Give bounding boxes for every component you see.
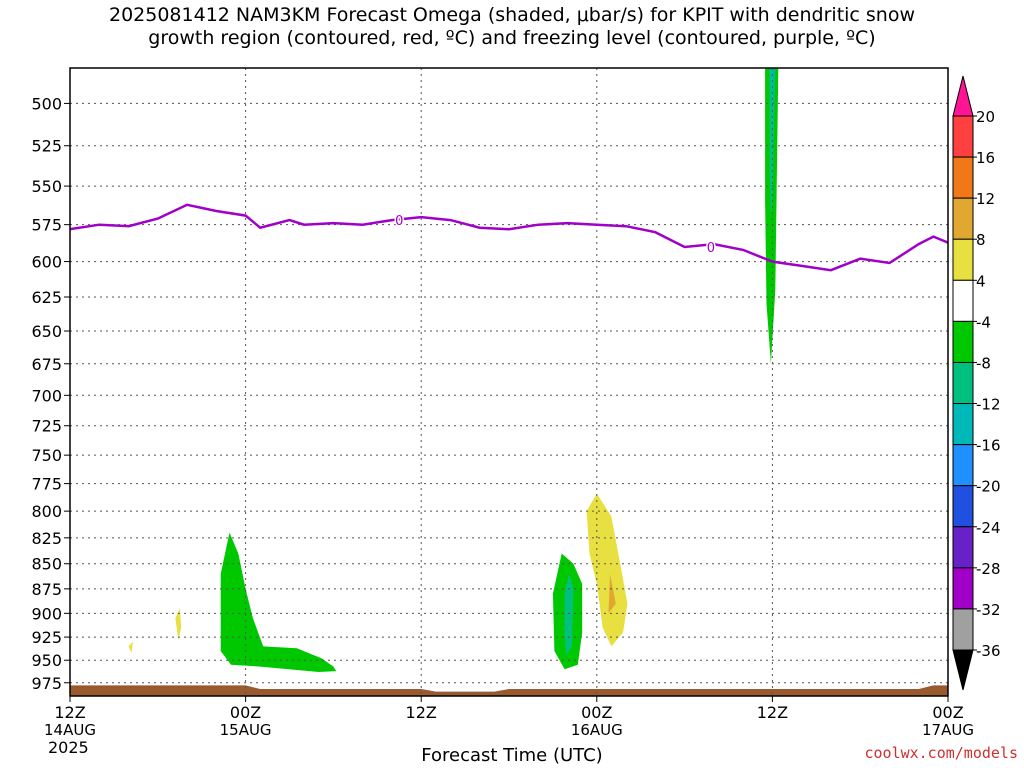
x-tick-label-60: 00Z	[932, 703, 963, 722]
colorbar-label-9: -20	[976, 478, 1001, 496]
y-tick-label-750: 750	[31, 446, 62, 465]
omega-region-5	[175, 608, 182, 640]
year-label: 2025	[48, 738, 89, 757]
y-tick-label-800: 800	[31, 502, 62, 521]
colorbar-label-10: -24	[976, 519, 1001, 537]
x-axis-label: Forecast Time (UTC)	[421, 745, 603, 766]
x-tick-sublabel-60: 17AUG	[922, 721, 974, 739]
omega-region-3	[586, 493, 628, 647]
y-tick-label-650: 650	[31, 322, 62, 341]
y-tick-label-525: 525	[31, 137, 62, 156]
y-tick-label-700: 700	[31, 386, 62, 405]
chart-title-line-1: 2025081412 NAM3KM Forecast Omega (shaded…	[108, 4, 916, 26]
y-tick-label-725: 725	[31, 417, 62, 436]
plot-area: 00	[70, 68, 948, 696]
colorbar-box-11	[952, 567, 974, 610]
colorbar-top-arrow	[952, 75, 974, 117]
colorbar-bottom-arrow	[952, 649, 974, 691]
omega-region-2	[564, 573, 574, 656]
x-tick-label-48: 12Z	[757, 703, 788, 722]
colorbar-label-2: 12	[976, 190, 995, 208]
colorbar-box-7	[952, 403, 974, 446]
omega-region-9	[770, 68, 774, 121]
colorbar-box-4	[952, 279, 974, 322]
y-tick-label-925: 925	[31, 628, 62, 647]
y-tick-label-500: 500	[31, 94, 62, 113]
colorbar-box-3	[952, 238, 974, 281]
colorbar-label-4: 4	[976, 272, 986, 290]
plot-clip-group: 00	[70, 68, 948, 696]
freezing-level-line	[70, 203, 948, 272]
y-tick-label-975: 975	[31, 674, 62, 693]
colorbar-box-2	[952, 197, 974, 240]
y-tick-label-900: 900	[31, 604, 62, 623]
omega-region-0	[220, 532, 337, 672]
y-tick-label-825: 825	[31, 529, 62, 548]
colorbar-label-0: 20	[976, 108, 995, 126]
y-tick-label-550: 550	[31, 177, 62, 196]
omega-region-7	[765, 68, 779, 364]
y-tick-label-850: 850	[31, 555, 62, 574]
plot-frame	[69, 67, 949, 697]
x-tick-sublabel-0: 14AUG	[44, 721, 96, 739]
x-tick-label-24: 12Z	[406, 703, 437, 722]
axes: 500 525 550 575 600 625 650 675 700 725 750 775 800 8…	[31, 67, 974, 739]
credit-label: coolwx.com/models	[864, 744, 1018, 762]
colorbar-label-6: -8	[976, 354, 991, 372]
colorbar-label-1: 16	[976, 149, 995, 167]
y-tick-label-675: 675	[31, 355, 62, 374]
chart-title: 2025081412 NAM3KM Forecast Omega (shaded…	[0, 4, 1024, 50]
colorbar-box-6	[952, 361, 974, 405]
x-tick-label-0: 12Z	[54, 703, 85, 722]
colorbar-box-1	[952, 156, 974, 199]
chart-title-line-2: growth region (contoured, red, ºC) and f…	[148, 27, 876, 49]
colorbar-label-12: -32	[976, 601, 1001, 619]
x-tick-sublabel-12: 15AUG	[220, 721, 272, 739]
y-tick-label-775: 775	[31, 475, 62, 494]
y-tick-label-875: 875	[31, 580, 62, 599]
omega-region-6	[128, 641, 133, 653]
colorbar-box-9	[952, 485, 974, 528]
colorbar-label-5: -4	[976, 313, 991, 331]
y-tick-label-625: 625	[31, 288, 62, 307]
colorbar-box-5	[952, 320, 974, 363]
colorbar: 20 16 12 8 4 -4 -8 -12 -16 -20 -24 -28 -32 -36	[952, 75, 1001, 691]
colorbar-box-12	[952, 608, 974, 651]
freezing-level-label-1: 0	[707, 241, 715, 256]
colorbar-label-11: -28	[976, 560, 1001, 578]
x-tick-label-36: 00Z	[581, 703, 612, 722]
colorbar-box-8	[952, 444, 974, 487]
colorbar-label-7: -12	[976, 396, 1001, 414]
colorbar-box-0	[952, 115, 974, 158]
y-tick-label-600: 600	[31, 253, 62, 272]
omega-region-8	[769, 68, 776, 218]
colorbar-label-8: -16	[976, 437, 1001, 455]
colorbar-label-13: -36	[976, 642, 1001, 660]
y-tick-label-950: 950	[31, 651, 62, 670]
omega-region-4	[608, 573, 616, 614]
y-tick-label-575: 575	[31, 216, 62, 235]
x-tick-label-12: 00Z	[230, 703, 261, 722]
terrain	[70, 685, 948, 696]
x-tick-sublabel-36: 16AUG	[571, 721, 623, 739]
freezing-level-label-0: 0	[395, 214, 403, 229]
colorbar-label-3: 8	[976, 231, 986, 249]
colorbar-box-10	[952, 526, 974, 569]
